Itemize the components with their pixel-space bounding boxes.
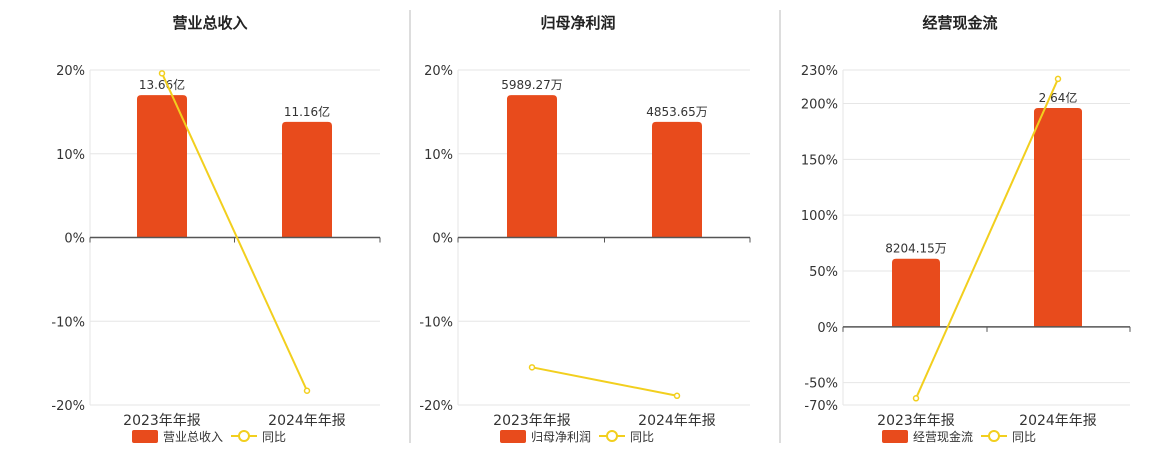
y-tick-label: 10%: [56, 148, 85, 163]
yoy-line: [915, 78, 1059, 399]
legend-line-label: 同比: [630, 430, 654, 444]
chart-title: 归母净利润: [540, 14, 615, 32]
bar-2: [1034, 107, 1082, 327]
x-category-label: 2024年年报: [638, 413, 716, 429]
bar-data-label: 4853.65万: [646, 105, 708, 119]
legend: 营业总收入 同比: [132, 430, 286, 444]
y-tick-label: 20%: [56, 64, 85, 79]
chart-panel-3: 经营现金流 230% 200% 150% 100% 50% 0% -50% -70% 8204.1…: [801, 14, 1131, 444]
legend-line-marker: [606, 430, 618, 442]
yoy-line: [161, 72, 308, 392]
legend-line-label: 同比: [262, 430, 286, 444]
y-tick-label: 20%: [424, 64, 453, 79]
x-category-label: 2024年年报: [268, 413, 346, 429]
yoy-point-1: [912, 395, 920, 402]
yoy-point-2: [303, 387, 311, 395]
bar-data-label: 8204.15万: [885, 242, 947, 256]
bar-2: [652, 121, 702, 238]
x-category-label: 2023年年报: [877, 413, 955, 429]
bar-data-label: 2.64亿: [1039, 90, 1078, 105]
yoy-point-1: [158, 70, 166, 77]
legend-bar-label: 归母净利润: [531, 430, 591, 444]
y-tick-label: -20%: [419, 399, 453, 414]
y-tick-label: 230%: [801, 64, 838, 79]
y-tick-label: 100%: [801, 209, 838, 224]
legend-line-label: 同比: [1012, 430, 1036, 444]
chart-title: 营业总收入: [172, 14, 247, 32]
legend-bar-label: 经营现金流: [913, 429, 973, 444]
legend: 经营现金流 同比: [882, 429, 1036, 444]
y-tick-label: 0%: [432, 232, 453, 247]
x-category-label: 2023年年报: [123, 413, 201, 429]
bar-2: [282, 121, 332, 238]
y-tick-label: -70%: [804, 399, 838, 414]
chart-panel-1: 营业总收入 20% 10% 0% -10% -20% 13.66亿 11.16亿 2023年年报…: [51, 14, 381, 444]
y-tick-label: 200%: [801, 98, 838, 113]
y-tick-label: -50%: [804, 377, 838, 392]
x-category-label: 2024年年报: [1019, 413, 1097, 429]
yoy-point-2: [673, 392, 681, 400]
y-tick-label: 10%: [424, 148, 453, 163]
legend-bar-label: 营业总收入: [163, 430, 223, 444]
legend-line-marker: [988, 430, 1000, 442]
legend-bar-swatch: [500, 430, 526, 443]
y-tick-label: 0%: [64, 232, 85, 247]
bar-1: [137, 95, 187, 238]
y-tick-label: -20%: [51, 399, 85, 414]
bar-data-label: 13.66亿: [139, 77, 185, 92]
bar-data-label: 11.16亿: [284, 104, 330, 119]
yoy-point-1: [528, 364, 536, 371]
y-tick-label: 50%: [809, 265, 838, 280]
legend-line-marker: [238, 430, 250, 442]
chart-panel-2: 归母净利润 20% 10% 0% -10% -20% 5989.27万 4853.65万 202…: [419, 14, 751, 444]
legend-bar-swatch: [132, 430, 158, 443]
yoy-line: [531, 366, 678, 397]
bar-1: [892, 258, 940, 327]
chart-title: 经营现金流: [922, 14, 997, 32]
y-tick-label: 150%: [801, 153, 838, 168]
x-category-label: 2023年年报: [493, 413, 571, 429]
y-tick-label: -10%: [419, 315, 453, 330]
legend: 归母净利润 同比: [500, 430, 654, 444]
y-tick-label: 0%: [817, 321, 838, 336]
bar-data-label: 5989.27万: [501, 78, 563, 92]
y-tick-label: -10%: [51, 315, 85, 330]
bar-1: [507, 95, 557, 238]
legend-bar-swatch: [882, 430, 908, 443]
yoy-point-2: [1054, 75, 1062, 83]
